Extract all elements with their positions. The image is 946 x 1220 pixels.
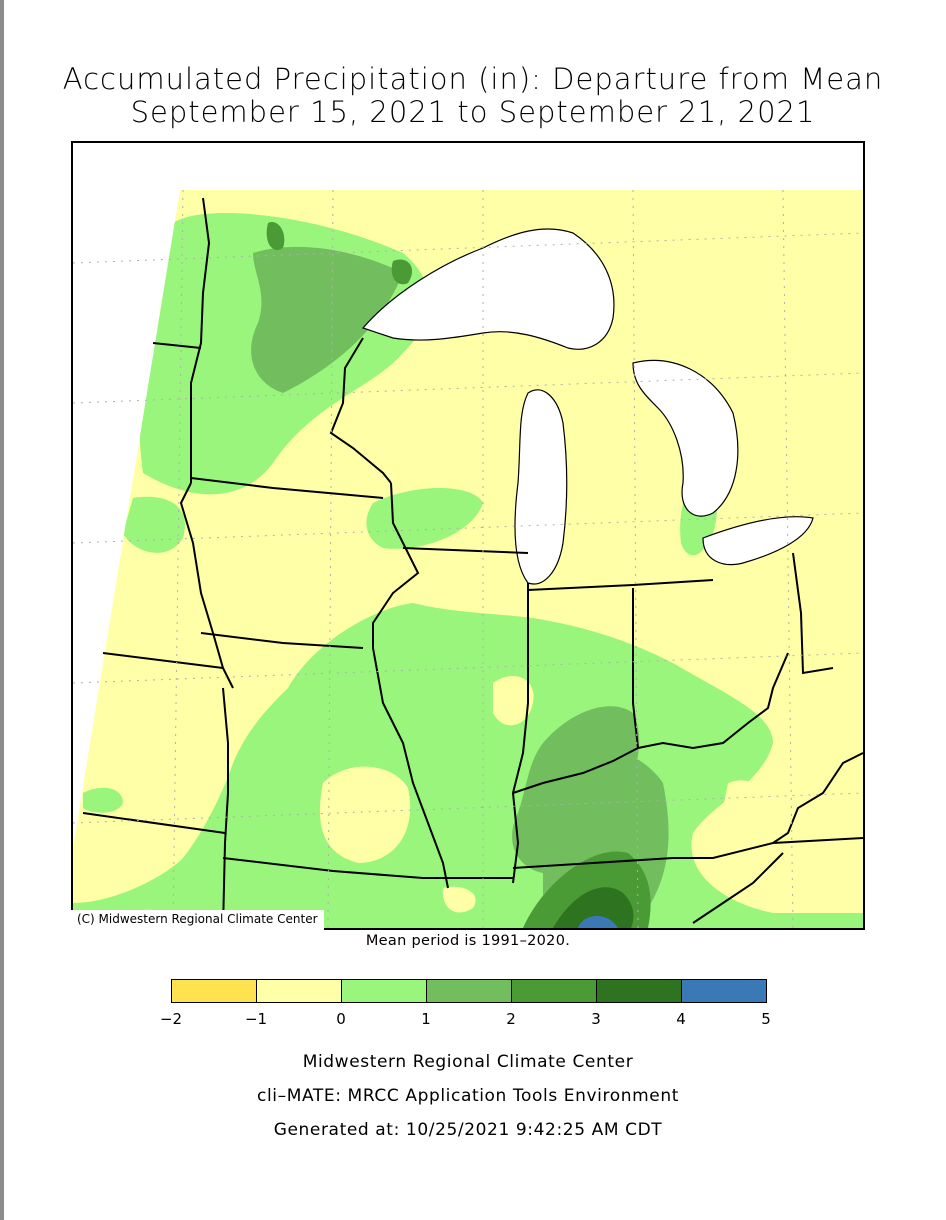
- legend-tick: 0: [336, 1010, 346, 1028]
- map-date-range: September 15, 2021 to September 21, 2021: [130, 95, 816, 129]
- legend-tick: 5: [761, 1010, 771, 1028]
- color-legend: [171, 979, 767, 1003]
- map-title: Accumulated Precipitation (in): Departur…: [62, 62, 884, 96]
- mean-period-note: Mean period is 1991–2020.: [365, 933, 571, 949]
- legend-swatch-2-3: [512, 980, 597, 1002]
- legend-swatch-3-4: [597, 980, 682, 1002]
- footer-tool: cli–MATE: MRCC Application Tools Environ…: [257, 1086, 679, 1106]
- precipitation-departure-map: [71, 141, 865, 930]
- fill-neg-holes: [319, 675, 766, 913]
- page-left-border: [0, 0, 4, 1220]
- legend-tick: 2: [506, 1010, 516, 1028]
- legend-tick: −2: [159, 1010, 183, 1028]
- legend-swatch-m2-m1: [172, 980, 257, 1002]
- legend-swatch-4-5: [682, 980, 766, 1002]
- legend-tick: 1: [421, 1010, 431, 1028]
- legend-swatch-1-2: [427, 980, 512, 1002]
- fill-4-5: [578, 915, 618, 928]
- legend-swatch-0-1: [342, 980, 427, 1002]
- footer-generated: Generated at: 10/25/2021 9:42:25 AM CDT: [273, 1120, 663, 1140]
- legend-swatch-m1-0: [257, 980, 342, 1002]
- great-lakes: [361, 228, 814, 585]
- map-credit: (C) Midwestern Regional Climate Center: [71, 910, 324, 930]
- state-boundaries: [82, 197, 863, 928]
- graticule: [73, 189, 863, 928]
- legend-tick: −1: [244, 1010, 268, 1028]
- map-svg: [73, 189, 863, 928]
- legend-tick: 4: [676, 1010, 686, 1028]
- footer-org: Midwestern Regional Climate Center: [302, 1052, 634, 1072]
- legend-tick: 3: [591, 1010, 601, 1028]
- fill-3-4: [553, 887, 634, 928]
